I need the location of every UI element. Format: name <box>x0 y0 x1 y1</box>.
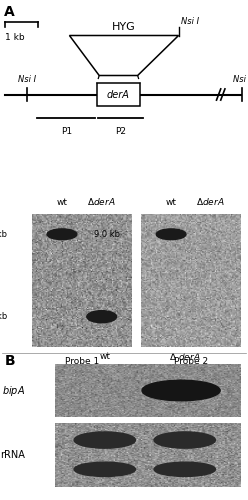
Text: Nsi I: Nsi I <box>181 16 199 26</box>
Text: A: A <box>4 6 14 20</box>
Text: $\Delta\mathit{derA}$: $\Delta\mathit{derA}$ <box>87 196 116 207</box>
Ellipse shape <box>156 229 186 239</box>
Ellipse shape <box>87 310 117 322</box>
Text: P1: P1 <box>61 126 72 136</box>
Text: rRNA: rRNA <box>0 450 25 460</box>
Ellipse shape <box>47 229 77 239</box>
Text: Probe 1: Probe 1 <box>65 357 99 366</box>
Text: B: B <box>4 354 15 368</box>
Text: Nsi I: Nsi I <box>233 74 248 84</box>
Ellipse shape <box>154 462 216 476</box>
Text: wt: wt <box>57 198 67 207</box>
Ellipse shape <box>154 432 216 448</box>
Text: Nsi I: Nsi I <box>18 74 36 84</box>
Text: derA: derA <box>107 90 130 100</box>
Text: $\Delta\mathit{derA}$: $\Delta\mathit{derA}$ <box>196 196 225 207</box>
Text: 9.0 kb: 9.0 kb <box>93 230 120 239</box>
Ellipse shape <box>74 432 135 448</box>
Text: $\mathit{bipA}$: $\mathit{bipA}$ <box>2 384 25 398</box>
Text: 3.6 kb: 3.6 kb <box>0 312 7 321</box>
Text: Probe 2: Probe 2 <box>174 357 208 366</box>
Text: P2: P2 <box>115 126 126 136</box>
Text: 1 kb: 1 kb <box>5 32 25 42</box>
Text: HYG: HYG <box>112 22 136 32</box>
Text: wt: wt <box>99 352 110 361</box>
Text: 9.0 kb: 9.0 kb <box>0 230 7 239</box>
Text: wt: wt <box>166 198 177 207</box>
Ellipse shape <box>74 462 135 476</box>
Bar <box>97 84 140 106</box>
Ellipse shape <box>142 380 220 401</box>
Text: $\Delta\ \mathit{derA}$: $\Delta\ \mathit{derA}$ <box>169 351 201 362</box>
